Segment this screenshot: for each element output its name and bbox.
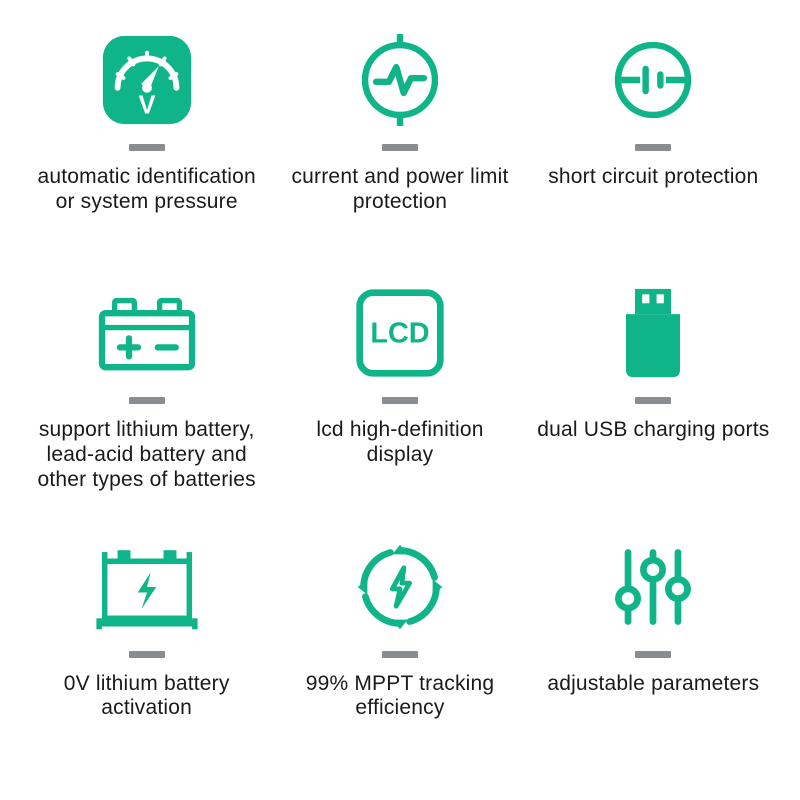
divider-dash xyxy=(635,144,671,151)
battery-icon xyxy=(92,283,202,383)
divider-dash xyxy=(382,397,418,404)
feature-cell: 0V lithium battery activation xyxy=(20,537,273,780)
power-limit-icon xyxy=(354,30,446,130)
usb-icon xyxy=(608,283,698,383)
feature-label: automatic identification or system press… xyxy=(28,165,265,215)
feature-cell: dual USB charging ports xyxy=(527,283,780,526)
sliders-icon xyxy=(605,537,701,637)
feature-cell: current and power limit protection xyxy=(273,30,526,273)
feature-label: short circuit protection xyxy=(548,165,758,190)
feature-grid: V automatic identification or system pre… xyxy=(0,0,800,800)
feature-label: lcd high-definition display xyxy=(281,418,518,468)
feature-cell: V automatic identification or system pre… xyxy=(20,30,273,273)
divider-dash xyxy=(382,144,418,151)
feature-cell: LCD lcd high-definition display xyxy=(273,283,526,526)
divider-dash xyxy=(129,397,165,404)
svg-text:LCD: LCD xyxy=(370,318,429,350)
divider-dash xyxy=(635,397,671,404)
lcd-icon: LCD xyxy=(352,283,448,383)
short-circuit-icon xyxy=(607,30,699,130)
feature-cell: short circuit protection xyxy=(527,30,780,273)
feature-cell: 99% MPPT tracking efficiency xyxy=(273,537,526,780)
feature-label: dual USB charging ports xyxy=(537,418,769,443)
divider-dash xyxy=(129,144,165,151)
divider-dash xyxy=(382,651,418,658)
feature-label: adjustable parameters xyxy=(547,672,759,697)
feature-label: support lithium battery, lead-acid batte… xyxy=(28,418,265,492)
activation-icon xyxy=(91,537,203,637)
feature-label: 0V lithium battery activation xyxy=(28,672,265,722)
feature-cell: adjustable parameters xyxy=(527,537,780,780)
feature-cell: support lithium battery, lead-acid batte… xyxy=(20,283,273,526)
divider-dash xyxy=(635,651,671,658)
gauge-icon: V xyxy=(98,30,196,130)
divider-dash xyxy=(129,651,165,658)
svg-text:V: V xyxy=(138,91,155,119)
feature-label: current and power limit protection xyxy=(281,165,518,215)
mppt-icon xyxy=(352,537,448,637)
feature-label: 99% MPPT tracking efficiency xyxy=(281,672,518,722)
